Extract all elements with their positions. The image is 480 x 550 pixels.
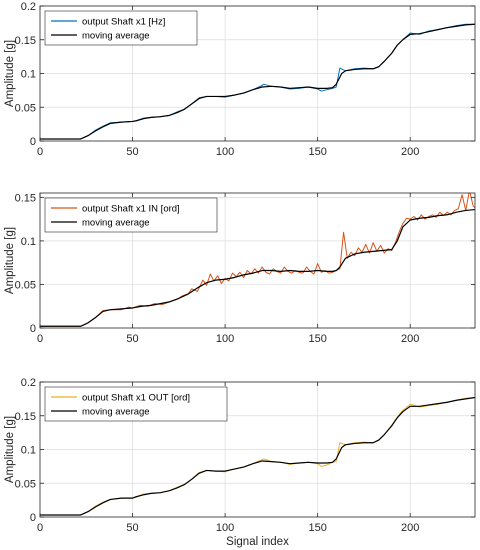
x-tick-label: 100 xyxy=(216,522,234,534)
y-tick-label: 0.15 xyxy=(15,192,36,204)
legend-entry: moving average xyxy=(82,407,150,418)
y-tick-label: 0.2 xyxy=(21,1,36,13)
series-line-moving-average xyxy=(40,208,475,327)
y-tick-label: 0.2 xyxy=(21,377,36,389)
axes-box xyxy=(39,192,476,329)
x-tick-label: 150 xyxy=(308,146,326,158)
y-tick-label: 0.05 xyxy=(15,478,36,490)
legend-box xyxy=(44,386,228,422)
y-tick-label: 0.1 xyxy=(21,445,36,457)
legend: output Shaft x1 [Hz] moving average xyxy=(44,10,198,46)
x-axis-label: Signal index xyxy=(226,536,289,548)
series-line-moving-average xyxy=(40,23,475,140)
x-tick-label: 200 xyxy=(401,146,419,158)
x-tick-label: 100 xyxy=(216,146,234,158)
x-tick-label: 0 xyxy=(37,333,43,345)
x-tick-label: 100 xyxy=(216,333,234,345)
y-tick-label: 0 xyxy=(30,323,36,335)
legend: output Shaft x1 IN [ord] moving average xyxy=(44,197,218,233)
y-axis-label: Amplitude [g] xyxy=(4,416,16,483)
y-tick-label: 0.1 xyxy=(21,236,36,248)
x-tick-label: 150 xyxy=(308,333,326,345)
series-line-moving-average xyxy=(40,396,475,516)
x-tick-label: 200 xyxy=(401,333,419,345)
y-tick-label: 0.05 xyxy=(15,279,36,291)
legend-box xyxy=(44,10,198,46)
legend-entry: output Shaft x1 OUT [ord] xyxy=(82,393,190,404)
y-axis-label: Amplitude [g] xyxy=(4,227,16,294)
x-tick-label: 150 xyxy=(308,522,326,534)
legend-box xyxy=(44,197,218,233)
y-tick-label: 0.05 xyxy=(15,102,36,114)
chart-panel-1: 0 50 100 150 200 0 0.05 0.1 0.15 0.2 Amplitude [g]… xyxy=(4,1,476,158)
x-tick-label: 50 xyxy=(126,522,138,534)
x-tick-label: 0 xyxy=(37,146,43,158)
chart-panel-2: 0 50 100 150 200 0 0.05 0.1 0.15 Amplitude [g] out… xyxy=(4,192,476,345)
y-tick-label: 0 xyxy=(30,512,36,524)
legend-entry: output Shaft x1 [Hz] xyxy=(82,17,165,28)
chart-panel-3: 0 50 100 150 200 0 0.05 0.1 0.15 0.2 Amplitude [g]… xyxy=(4,377,476,548)
legend-entry: moving average xyxy=(82,31,150,42)
y-tick-label: 0.1 xyxy=(21,69,36,81)
y-axis-label: Amplitude [g] xyxy=(4,40,16,107)
x-tick-label: 0 xyxy=(37,522,43,534)
x-tick-label: 200 xyxy=(401,522,419,534)
y-tick-label: 0.15 xyxy=(15,411,36,423)
y-tick-label: 0.15 xyxy=(15,35,36,47)
y-tick-label: 0 xyxy=(30,136,36,148)
legend-entry: output Shaft x1 IN [ord] xyxy=(82,204,180,215)
x-tick-label: 50 xyxy=(126,333,138,345)
x-tick-label: 50 xyxy=(126,146,138,158)
legend-entry: moving average xyxy=(82,218,150,229)
legend: output Shaft x1 OUT [ord] moving average xyxy=(44,386,228,422)
